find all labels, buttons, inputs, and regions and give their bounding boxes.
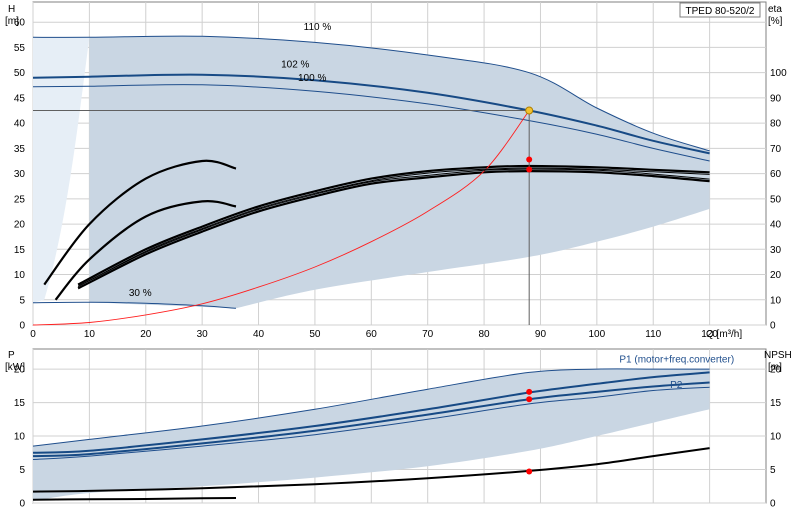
head-series-4 xyxy=(77,164,710,286)
npsh-tick-label: 0 xyxy=(770,499,776,510)
q-tick-label: 110 xyxy=(645,329,661,340)
h-tick-label: 40 xyxy=(14,119,26,130)
chart-title-box: TPED 80-520/2 xyxy=(679,2,761,18)
power-envelope-area xyxy=(33,368,710,501)
h-tick-label: 15 xyxy=(14,245,26,256)
power-series-2 xyxy=(32,368,710,447)
head-series-6 xyxy=(43,159,237,286)
npsh-tick-label: 10 xyxy=(770,432,782,443)
power-marker-0 xyxy=(526,388,533,395)
power-series-3 xyxy=(32,386,710,460)
h-tick-label: 20 xyxy=(14,220,26,231)
head-series-1 xyxy=(32,73,710,155)
p-tick-label: 15 xyxy=(14,398,26,409)
h-tick-label: 10 xyxy=(14,270,26,281)
q-tick-label: 10 xyxy=(84,329,96,340)
q-tick-label: 90 xyxy=(535,329,547,340)
npsh-tick-label: 15 xyxy=(770,398,782,409)
eta-tick-label: 60 xyxy=(770,169,782,180)
duty-point-marker xyxy=(525,106,534,115)
eta-band-line-0 xyxy=(77,167,710,288)
head-curve-label-0: 110 % xyxy=(304,22,332,33)
npsh-tick-label: 20 xyxy=(770,365,782,376)
q-axis-label: Q [m³/h] xyxy=(706,329,742,340)
eta-tick-label: 50 xyxy=(770,194,782,205)
q-tick-label: 50 xyxy=(309,329,321,340)
h-tick-label: 5 xyxy=(19,295,25,306)
power-curve-label-1: P2 xyxy=(670,380,683,391)
eta-tick-label: 90 xyxy=(770,93,782,104)
head-series-0 xyxy=(32,35,710,152)
head-series-7 xyxy=(54,199,237,301)
eta-tick-label: 80 xyxy=(770,119,782,130)
eta-band-line-1 xyxy=(77,168,710,287)
eta-axis-label: eta xyxy=(768,4,782,15)
h-tick-label: 60 xyxy=(14,18,26,29)
power-axis-label-p: P xyxy=(8,350,15,361)
q-tick-label: 0 xyxy=(30,329,36,340)
q-tick-label: 20 xyxy=(140,329,152,340)
eta-tick-label: 0 xyxy=(770,321,776,332)
p-tick-label: 20 xyxy=(14,365,26,376)
head-series-2 xyxy=(32,84,710,162)
power-series-0 xyxy=(32,371,710,454)
power-axis-label-unit: [kW] xyxy=(5,362,25,373)
h-tick-label: 35 xyxy=(14,144,26,155)
head-envelope-area xyxy=(33,36,710,309)
npsh-tick-label: 5 xyxy=(770,465,776,476)
power-curve-label-0: P1 (motor+freq.converter) xyxy=(619,354,734,365)
npsh-axis-label-unit: [m] xyxy=(768,362,782,373)
head-axis-label-unit: [m] xyxy=(5,16,19,27)
q-tick-label: 100 xyxy=(589,329,606,340)
h-tick-label: 55 xyxy=(14,43,26,54)
power-marker-2 xyxy=(526,468,533,475)
q-tick-label: 70 xyxy=(422,329,434,340)
head-envelope-light-area xyxy=(33,37,90,303)
q-tick-label: 80 xyxy=(479,329,491,340)
power-series-5 xyxy=(32,497,237,501)
h-tick-label: 45 xyxy=(14,93,26,104)
eta-tick-label: 10 xyxy=(770,295,782,306)
eta-tick-label: 30 xyxy=(770,245,782,256)
h-tick-label: 30 xyxy=(14,169,26,180)
q-tick-label: 60 xyxy=(366,329,378,340)
head-marker-1 xyxy=(526,166,533,173)
head-series-8 xyxy=(32,110,530,326)
head-marker-0 xyxy=(526,156,533,163)
power-series-1 xyxy=(32,381,710,458)
head-series-5 xyxy=(77,169,710,290)
eta-tick-label: 100 xyxy=(770,68,787,79)
p-tick-label: 0 xyxy=(19,499,25,510)
eta-axis-label-unit: [%] xyxy=(768,16,783,27)
head-curve-label-2: 100 % xyxy=(298,73,326,84)
eta-tick-label: 20 xyxy=(770,270,782,281)
q-tick-label: 120 xyxy=(701,329,718,340)
head-axis-label-h: H xyxy=(8,4,15,15)
head-curve-label-3: 30 % xyxy=(129,288,152,299)
eta-tick-label: 70 xyxy=(770,144,782,155)
power-series-4 xyxy=(32,447,710,493)
head-curve-label-1: 102 % xyxy=(281,60,309,71)
p-tick-label: 5 xyxy=(19,465,25,476)
h-tick-label: 50 xyxy=(14,68,26,79)
h-tick-label: 0 xyxy=(19,321,25,332)
npsh-axis-label: NPSH xyxy=(764,350,792,361)
power-marker-1 xyxy=(526,396,533,403)
chart-title: TPED 80-520/2 xyxy=(686,6,755,17)
p-tick-label: 10 xyxy=(14,432,26,443)
head-series-3 xyxy=(32,301,237,309)
q-tick-label: 30 xyxy=(197,329,209,340)
h-tick-label: 25 xyxy=(14,194,26,205)
q-tick-label: 40 xyxy=(253,329,265,340)
eta-tick-label: 40 xyxy=(770,220,782,231)
